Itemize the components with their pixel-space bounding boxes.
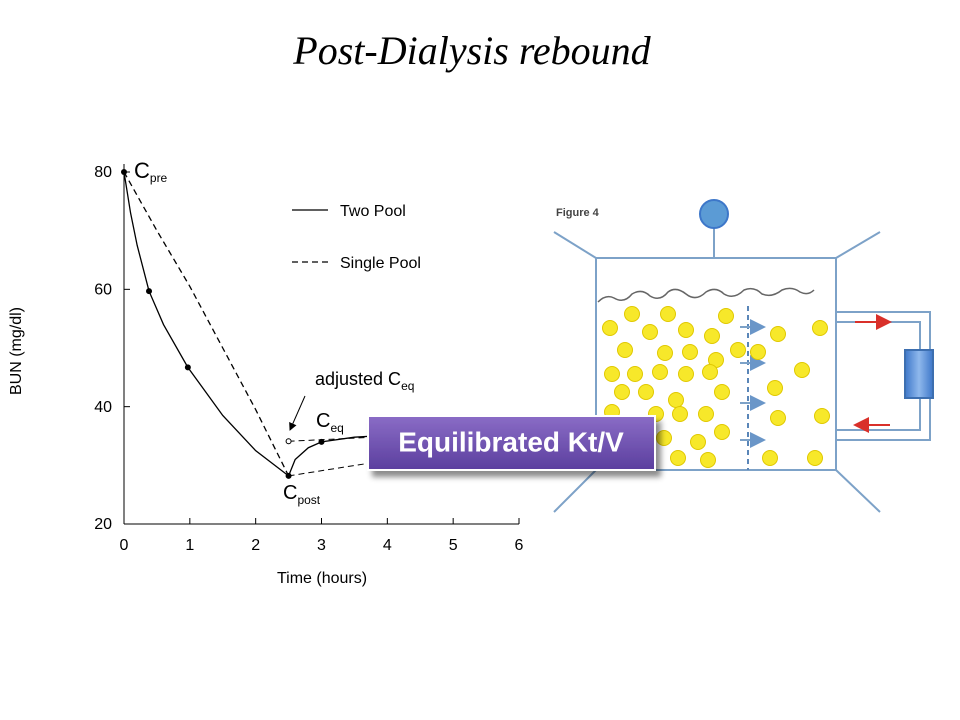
particle <box>807 450 823 466</box>
particle <box>762 450 778 466</box>
point <box>146 288 153 295</box>
particle <box>700 452 716 468</box>
annotation: Ceq <box>316 410 344 435</box>
particle <box>714 424 730 440</box>
particle <box>602 320 618 336</box>
y-tick-label: 60 <box>94 282 112 299</box>
particle <box>614 384 630 400</box>
particle <box>624 306 640 322</box>
particle <box>730 342 746 358</box>
point <box>285 472 292 479</box>
y-tick-label: 20 <box>94 516 112 533</box>
particle <box>698 406 714 422</box>
particle <box>718 308 734 324</box>
annotation-subscript: eq <box>330 421 343 435</box>
point <box>184 364 191 371</box>
particle <box>750 344 766 360</box>
legend: Two Pool Single Pool <box>292 203 421 272</box>
annotation: Cpost <box>283 482 321 507</box>
x-tick-label: 5 <box>449 537 458 554</box>
particle <box>668 392 684 408</box>
x-tick-label: 1 <box>185 537 194 554</box>
callout-text: Equilibrated Kt/V <box>398 426 624 457</box>
reference-line <box>288 461 375 477</box>
particle <box>670 450 686 466</box>
particle <box>642 324 658 340</box>
legend-label: Two Pool <box>340 203 406 220</box>
annotation-arrow <box>289 395 306 431</box>
open-point <box>285 438 292 445</box>
annotation-subscript: pre <box>150 171 168 185</box>
annotation-text: C <box>283 482 297 504</box>
particle <box>678 322 694 338</box>
particle <box>794 362 810 378</box>
annotation: Cpre <box>134 158 168 185</box>
annotation: adjusted Ceq <box>315 369 414 393</box>
particle <box>702 364 718 380</box>
particle <box>812 320 828 336</box>
particle <box>657 345 673 361</box>
annotation-text: adjusted C <box>315 369 401 389</box>
particle <box>627 366 643 382</box>
particle <box>638 384 654 400</box>
particle <box>678 366 694 382</box>
series-line <box>123 171 290 477</box>
reference-line <box>288 436 375 442</box>
particle <box>714 384 730 400</box>
particle <box>672 406 688 422</box>
annotation-text: C <box>134 158 150 183</box>
x-tick-label: 4 <box>383 537 392 554</box>
slide-title: Post-Dialysis rebound <box>292 28 651 73</box>
x-axis-label: Time (hours) <box>277 570 367 587</box>
y-tick-label: 80 <box>94 164 112 181</box>
x-tick-label: 3 <box>317 537 326 554</box>
point <box>318 438 325 445</box>
point <box>121 169 127 175</box>
annotation-text: C <box>316 410 330 432</box>
particle <box>814 408 830 424</box>
particle <box>652 364 668 380</box>
particle <box>767 380 783 396</box>
solute-particles <box>602 306 830 468</box>
x-tick-label: 2 <box>251 537 260 554</box>
x-tick-label: 6 <box>515 537 524 554</box>
particle <box>604 366 620 382</box>
particle <box>770 410 786 426</box>
x-tick-label: 0 <box>120 537 129 554</box>
particle <box>690 434 706 450</box>
particle <box>682 344 698 360</box>
y-axis-label: BUN (mg/dl) <box>8 307 25 395</box>
callout <box>367 415 656 471</box>
annotation-subscript: eq <box>401 379 414 393</box>
y-tick-label: 40 <box>94 399 112 416</box>
particle <box>617 342 633 358</box>
figure-label: Figure 4 <box>556 207 600 219</box>
legend-label: Single Pool <box>340 255 421 272</box>
particle <box>770 326 786 342</box>
particle <box>656 430 672 446</box>
diagram <box>553 199 934 513</box>
annotation-subscript: post <box>297 493 320 507</box>
particle <box>660 306 676 322</box>
particle <box>704 328 720 344</box>
